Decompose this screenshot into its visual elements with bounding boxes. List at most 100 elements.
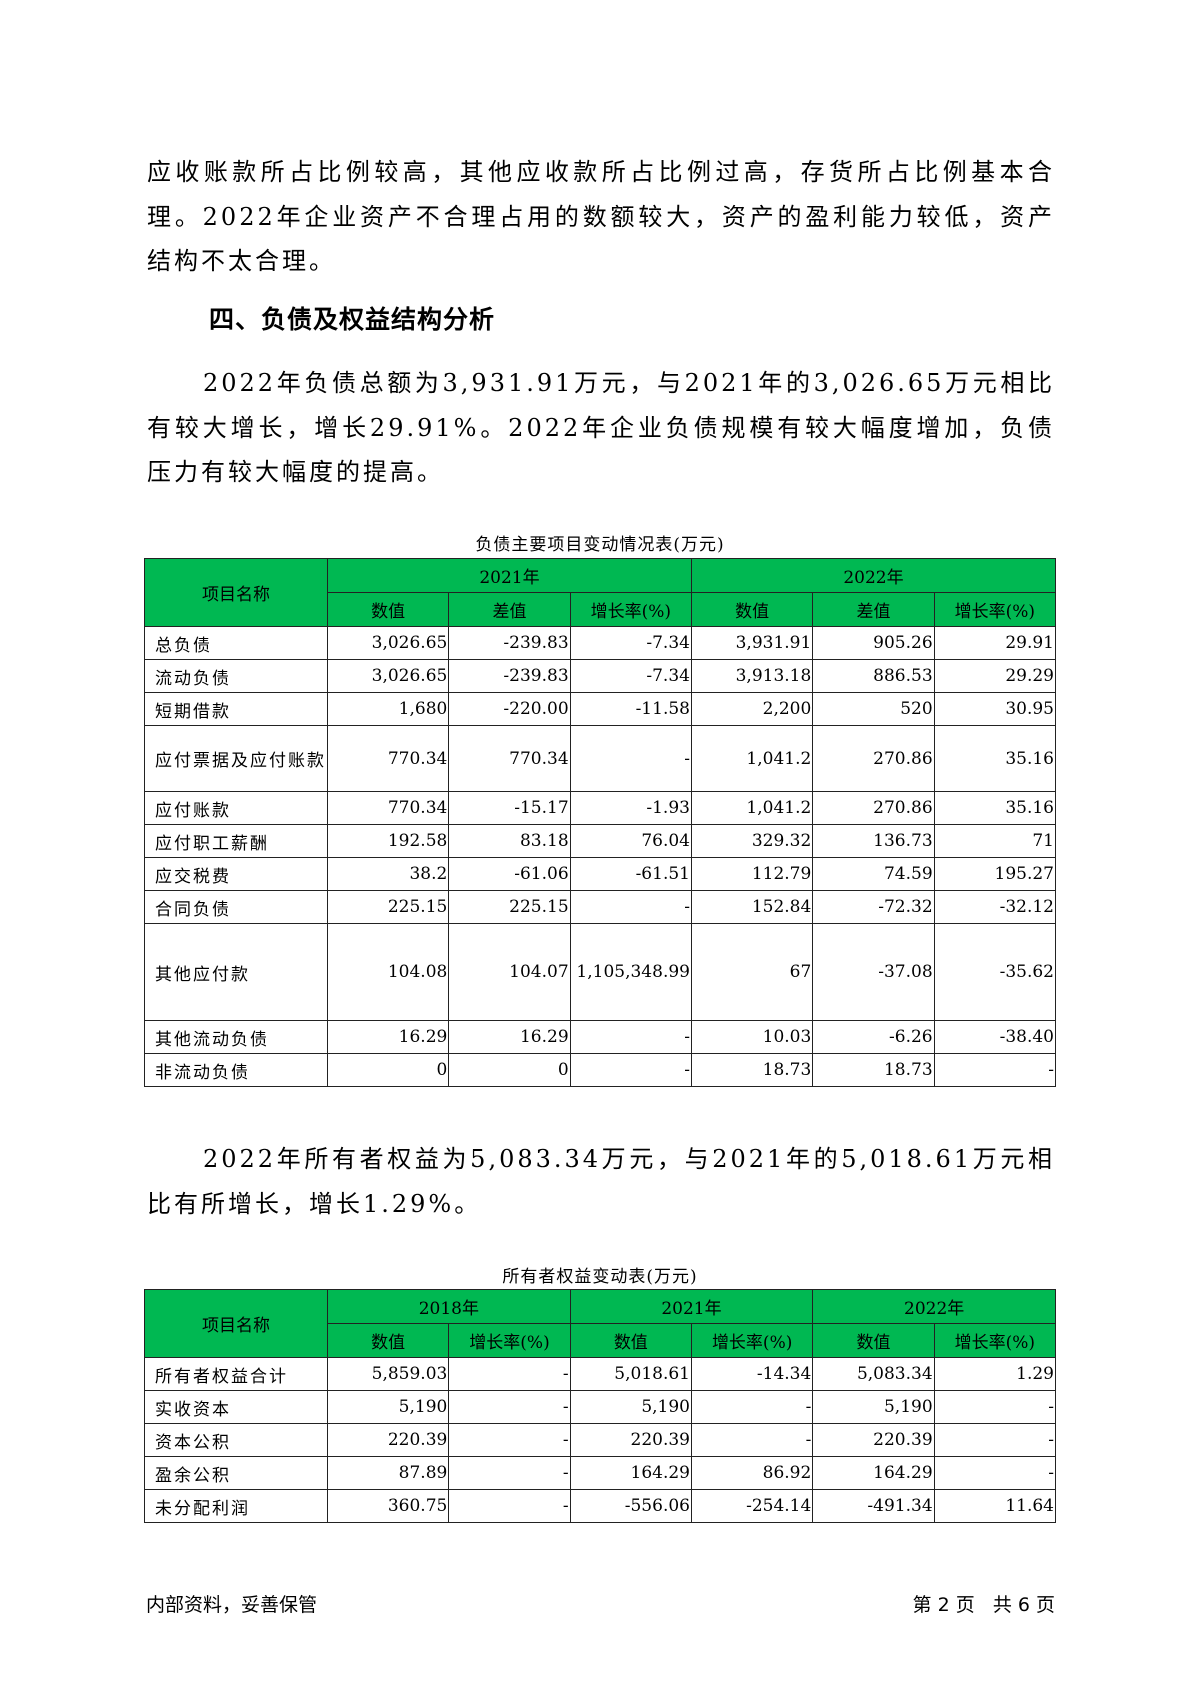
year-header: 2021年	[327, 558, 692, 593]
column-header: 数值	[690, 592, 814, 627]
cell-value: 220.39	[326, 1423, 450, 1457]
cell-value: -	[448, 1423, 571, 1457]
cell-value: 18.73	[690, 1053, 814, 1087]
cell-value: -	[569, 725, 692, 792]
row-label: 非流动负债	[144, 1053, 328, 1087]
cell-value: -32.12	[933, 890, 1057, 924]
cell-value: 195.27	[933, 857, 1057, 891]
cell-value: 770.34	[326, 725, 450, 792]
cell-value: 2,200	[690, 692, 814, 726]
cell-value: 225.15	[326, 890, 450, 924]
cell-value: 770.34	[326, 791, 450, 825]
liabilities-table: 项目名称 2021年 2022年 数值 差值 增长率(%) 数值 差值 增长率(%) 总负…	[144, 558, 1057, 1087]
cell-value: 270.86	[812, 791, 935, 825]
cell-value: 520	[812, 692, 935, 726]
cell-value: -556.06	[569, 1489, 692, 1523]
cell-value: 3,026.65	[326, 626, 450, 660]
cell-value: -220.00	[448, 692, 571, 726]
year-header: 2022年	[812, 1289, 1056, 1324]
cell-value: -1.93	[569, 791, 692, 825]
cell-value: 29.91	[933, 626, 1057, 660]
row-label: 应付账款	[144, 791, 328, 825]
cell-value: -15.17	[448, 791, 571, 825]
paragraph-asset-conclusion: 应收账款所占比例较高，其他应收款所占比例过高，存货所占比例基本合理。2022年企…	[147, 158, 1055, 275]
cell-value: 16.29	[326, 1020, 450, 1054]
column-header: 数值	[326, 1323, 450, 1358]
cell-value: 76.04	[569, 824, 692, 858]
row-label: 应交税费	[144, 857, 328, 891]
cell-value: 112.79	[690, 857, 814, 891]
table-row: 应付票据及应付账款 770.34 770.34-1,041.2 270.86 35.16	[144, 725, 1057, 792]
column-header: 增长率(%)	[933, 1323, 1057, 1358]
cell-value: 67	[690, 923, 814, 1021]
cell-value: 74.59	[812, 857, 935, 891]
cell-value: -61.51	[569, 857, 692, 891]
row-label: 其他应付款	[144, 923, 328, 1021]
row-label: 应付票据及应付账款	[144, 725, 328, 792]
cell-value: 11.64	[933, 1489, 1057, 1523]
column-header: 增长率(%)	[933, 592, 1057, 627]
cell-value: -14.34	[690, 1357, 814, 1391]
cell-value: 329.32	[690, 824, 814, 858]
cell-value: -35.62	[933, 923, 1057, 1021]
row-label: 流动负债	[144, 659, 328, 693]
cell-value: 1,680	[326, 692, 450, 726]
cell-value: -37.08	[812, 923, 935, 1021]
row-label: 未分配利润	[144, 1489, 328, 1523]
cell-value: 164.29	[812, 1456, 935, 1490]
cell-value: -72.32	[812, 890, 935, 924]
cell-value: 104.07	[448, 923, 571, 1021]
cell-value: 192.58	[326, 824, 450, 858]
cell-value: 71	[933, 824, 1057, 858]
cell-value: 220.39	[569, 1423, 692, 1457]
cell-value: -11.58	[569, 692, 692, 726]
cell-value: -	[448, 1357, 571, 1391]
cell-value: -	[933, 1390, 1057, 1424]
year-header: 2021年	[569, 1289, 814, 1324]
cell-value: 770.34	[448, 725, 571, 792]
cell-value: 905.26	[812, 626, 935, 660]
table-row: 资本公积 220.39-220.39-220.39-	[144, 1423, 1057, 1457]
cell-value: 5,190	[812, 1390, 935, 1424]
cell-value: 0	[326, 1053, 450, 1087]
row-label: 合同负债	[144, 890, 328, 924]
cell-value: 35.16	[933, 791, 1057, 825]
table-row: 盈余公积 87.89-164.29 86.92 164.29-	[144, 1456, 1057, 1490]
table-row: 所有者权益合计 5,859.03-5,018.61 -14.34 5,083.34 1.…	[144, 1357, 1057, 1391]
cell-value: 5,190	[326, 1390, 450, 1424]
row-label: 资本公积	[144, 1423, 328, 1457]
table-row: 其他流动负债 16.29 16.29-10.03 -6.26 -38.40	[144, 1020, 1057, 1054]
cell-value: 35.16	[933, 725, 1057, 792]
cell-value: 3,931.91	[690, 626, 814, 660]
table2-caption: 所有者权益变动表(万元)	[502, 1267, 698, 1287]
equity-table: 项目名称 2018年 2021年 2022年 数值 增长率(%) 数值 增长率(%) 数…	[144, 1289, 1057, 1523]
cell-value: -	[933, 1456, 1057, 1490]
cell-value: -38.40	[933, 1020, 1057, 1054]
cell-value: 87.89	[326, 1456, 450, 1490]
column-header: 差值	[812, 592, 935, 627]
cell-value: -6.26	[812, 1020, 935, 1054]
row-label: 其他流动负债	[144, 1020, 328, 1054]
year-header: 2022年	[690, 558, 1057, 593]
cell-value: -254.14	[690, 1489, 814, 1523]
cell-value: 152.84	[690, 890, 814, 924]
cell-value: 83.18	[448, 824, 571, 858]
year-header: 2018年	[327, 1289, 571, 1324]
column-header: 增长率(%)	[448, 1323, 571, 1358]
table-row: 实收资本 5,190-5,190-5,190-	[144, 1390, 1057, 1424]
column-header: 数值	[812, 1323, 935, 1358]
cell-value: -	[569, 1053, 692, 1087]
cell-value: -239.83	[448, 626, 571, 660]
cell-value: 38.2	[326, 857, 450, 891]
cell-value: 5,018.61	[569, 1357, 692, 1391]
cell-value: -7.34	[569, 626, 692, 660]
column-header: 数值	[569, 1323, 692, 1358]
cell-value: 164.29	[569, 1456, 692, 1490]
cell-value: 886.53	[812, 659, 935, 693]
cell-value: 225.15	[448, 890, 571, 924]
table-row: 应交税费 38.2 -61.06 -61.51 112.79 74.59 195.27	[144, 857, 1057, 891]
row-label: 实收资本	[144, 1390, 328, 1424]
cell-value: 29.29	[933, 659, 1057, 693]
cell-value: 1,105,348.99	[569, 923, 692, 1021]
